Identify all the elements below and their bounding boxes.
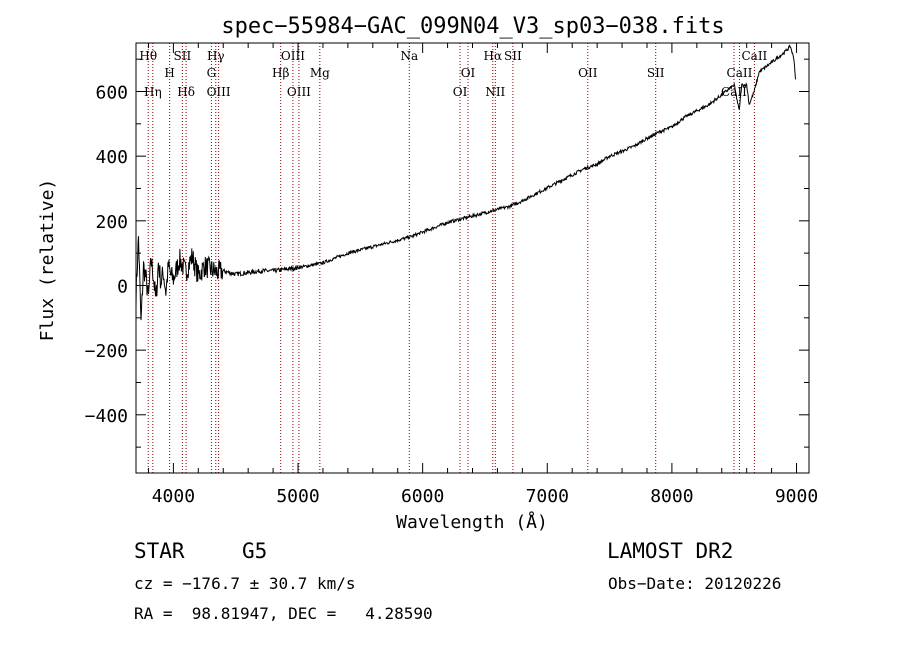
- observation-date: Obs−Date: 20120226: [608, 574, 782, 593]
- line-label-16: SII: [504, 49, 522, 63]
- line-label-10: OIII: [287, 85, 311, 99]
- x-tick-label-1: 5000: [276, 486, 319, 507]
- line-label-5: Hγ: [207, 49, 225, 63]
- y-axis-label: Flux (relative): [37, 179, 58, 342]
- y-tick-label-2: 0: [117, 276, 128, 297]
- object-subclass: G5: [242, 539, 268, 563]
- line-label-6: G: [207, 66, 217, 80]
- line-label-2: H: [164, 66, 174, 80]
- line-label-14: OI: [453, 85, 468, 99]
- y-tick-label-1: −200: [85, 341, 128, 362]
- line-label-19: SII: [647, 66, 665, 80]
- x-tick-label-2: 6000: [401, 486, 444, 507]
- coordinates: RA = 98.81947, DEC = 4.28590: [134, 604, 433, 623]
- line-label-1: Hη: [144, 85, 162, 99]
- line-label-21: CaII: [727, 66, 753, 80]
- y-axis-ticks: −400 −200 0 200 400 600: [85, 58, 809, 448]
- line-label-9: Hβ: [272, 66, 289, 80]
- line-label-18: OII: [578, 66, 598, 80]
- y-tick-label-3: 200: [95, 212, 128, 233]
- line-label-3: SII: [174, 49, 192, 63]
- y-tick-label-5: 600: [95, 82, 128, 103]
- x-axis-label: Wavelength (Å): [396, 511, 548, 533]
- line-label-20: CaII: [741, 49, 767, 63]
- x-tick-label-4: 8000: [650, 486, 693, 507]
- line-label-15: Hα: [484, 49, 503, 63]
- line-label-17: NII: [485, 85, 505, 99]
- x-tick-label-5: 9000: [775, 486, 818, 507]
- chart-title: spec−55984−GAC_099N04_V3_sp03−038.fits: [221, 14, 724, 39]
- emission-line-markers: [147, 43, 755, 473]
- line-label-13: OI: [461, 66, 476, 80]
- x-tick-label-0: 4000: [152, 486, 195, 507]
- line-label-12: Na: [400, 49, 418, 63]
- survey-name: LAMOST DR2: [607, 539, 734, 563]
- x-tick-label-3: 7000: [526, 486, 569, 507]
- y-tick-label-4: 400: [95, 147, 128, 168]
- line-label-4: Hδ: [177, 85, 195, 99]
- plot-frame: [135, 42, 810, 474]
- y-tick-label-0: −400: [85, 406, 128, 427]
- x-axis-ticks: 4000 5000 6000 7000 8000 9000: [147, 43, 818, 507]
- object-class: STAR: [134, 539, 185, 563]
- line-label-8: OIII: [281, 49, 305, 63]
- redshift-velocity: cz = −176.7 ± 30.7 km/s: [134, 574, 356, 593]
- line-label-11: Mg: [310, 66, 330, 80]
- spectrum-line: [135, 44, 796, 321]
- line-label-7: OIII: [207, 85, 231, 99]
- line-label-0: Hθ: [139, 49, 157, 63]
